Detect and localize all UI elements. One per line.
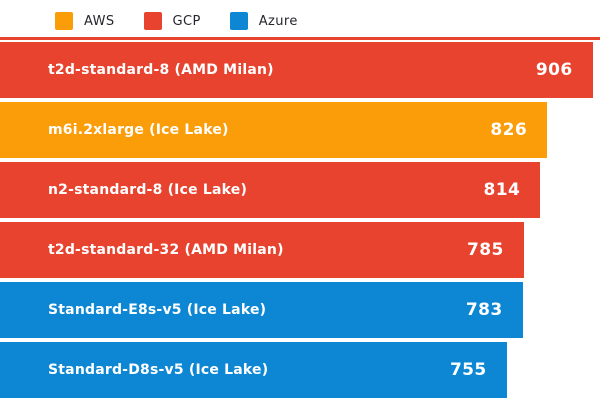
bar-value: 785 bbox=[467, 240, 504, 260]
bar-value: 755 bbox=[449, 360, 487, 380]
legend-label: GCP bbox=[172, 13, 201, 29]
legend-item: Azure bbox=[229, 12, 298, 30]
legend-item: GCP bbox=[143, 12, 201, 30]
legend-label: Azure bbox=[258, 13, 298, 29]
legend-item: AWS bbox=[55, 12, 115, 30]
bar-label: Standard-E8s-v5 (Ice Lake) bbox=[48, 302, 267, 318]
bar-row: t2d-standard-8 (AMD Milan) 906 bbox=[0, 42, 593, 98]
bar-row: t2d-standard-32 (AMD Milan) 785 bbox=[0, 222, 524, 278]
legend-swatch-icon bbox=[143, 12, 162, 30]
bar-value: 783 bbox=[465, 300, 503, 320]
legend-swatch-icon bbox=[55, 12, 73, 30]
legend-label: AWS bbox=[84, 13, 115, 29]
bar-row: m6i.2xlarge (Ice Lake) 826 bbox=[0, 102, 548, 158]
chart-bars: t2d-standard-8 (AMD Milan) 906 m6i.2xlar… bbox=[0, 42, 600, 398]
bar-label: m6i.2xlarge (Ice Lake) bbox=[48, 122, 229, 138]
bar-label: t2d-standard-32 (AMD Milan) bbox=[48, 242, 284, 258]
chart-legend: AWS GCP Azure bbox=[0, 0, 600, 30]
bar-row: Standard-D8s-v5 (Ice Lake) 755 bbox=[0, 342, 507, 398]
cropped-bar-top-sliver bbox=[0, 37, 600, 40]
bar-value: 906 bbox=[535, 60, 573, 80]
bar-label: t2d-standard-8 (AMD Milan) bbox=[48, 62, 274, 78]
bar-row: Standard-E8s-v5 (Ice Lake) 783 bbox=[0, 282, 523, 338]
bar-label: Standard-D8s-v5 (Ice Lake) bbox=[48, 362, 269, 378]
bar-value: 826 bbox=[490, 120, 528, 140]
bar-row: n2-standard-8 (Ice Lake) 814 bbox=[0, 162, 541, 218]
bar-value: 814 bbox=[483, 180, 521, 200]
bar-label: n2-standard-8 (Ice Lake) bbox=[48, 182, 248, 198]
legend-swatch-icon bbox=[229, 12, 248, 30]
